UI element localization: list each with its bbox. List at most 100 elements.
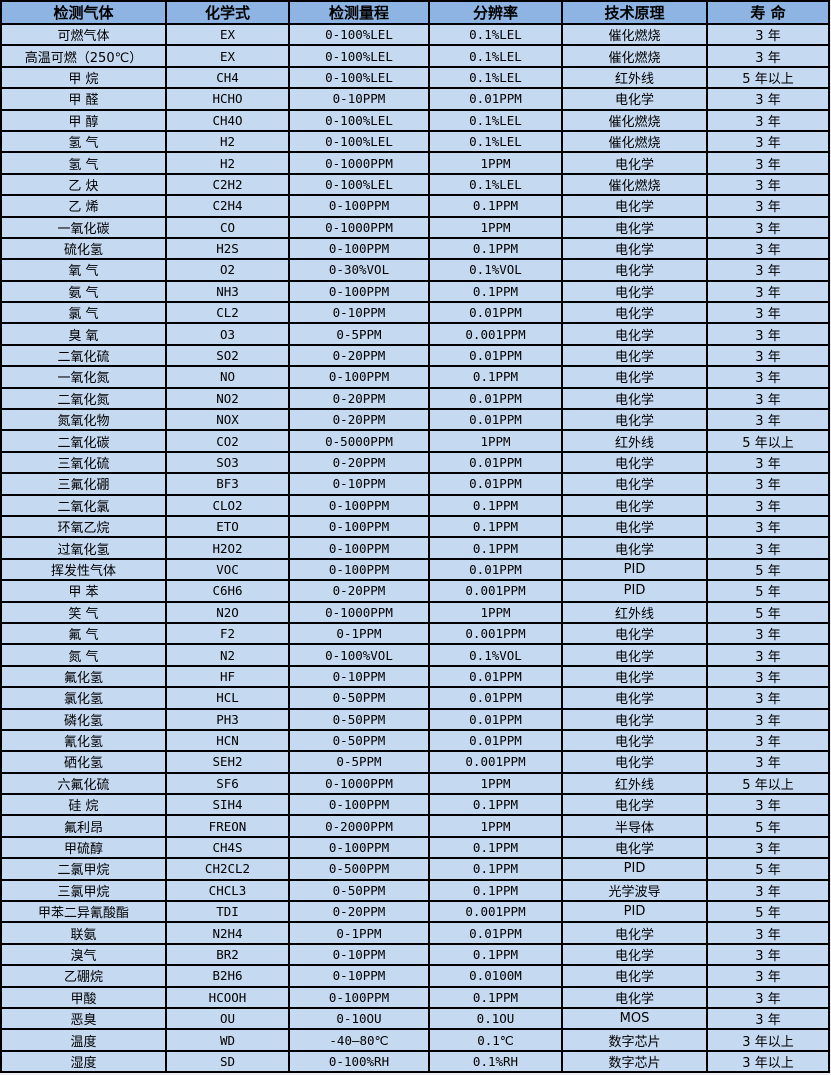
table-cell: 氯化氢	[0, 686, 167, 710]
table-cell: 半导体	[561, 814, 708, 838]
table-cell: 催化燃烧	[561, 129, 708, 154]
table-cell: 0.0100M	[428, 964, 563, 988]
table-cell: VOC	[165, 557, 290, 582]
table-row: 氰化氢 HCN 0-50PPM 0.01PPM 电化学 3 年	[0, 728, 830, 753]
table-cell: 3 年	[706, 301, 830, 325]
table-cell: 3 年	[706, 514, 830, 539]
table-cell: 3 年	[706, 87, 830, 111]
table-row: 可燃气体 EX 0-100%LEL 0.1%LEL 催化燃烧 3 年	[0, 22, 830, 47]
table-cell: CO	[165, 215, 290, 239]
table-cell: 0-100%LEL	[288, 108, 430, 132]
table-cell: 1PPM	[428, 429, 563, 453]
table-cell: 0-10PPM	[288, 301, 430, 325]
table-row: 氢 气 H2 0-1000PPM 1PPM 电化学 3 年	[0, 151, 830, 175]
table-cell: CLO2	[165, 493, 290, 518]
table-cell: H2S	[165, 236, 290, 261]
table-cell: 0-100PPM	[288, 365, 430, 389]
table-row: 六氟化硫 SF6 0-1000PPM 1PPM 红外线 5 年以上	[0, 771, 830, 796]
table-cell: 3 年以上	[706, 1049, 830, 1074]
table-cell: 0.01PPM	[428, 87, 563, 111]
table-cell: 0-100PPM	[288, 557, 430, 582]
table-cell: 可燃气体	[0, 22, 167, 47]
table-cell: 氮 气	[0, 643, 167, 667]
table-cell: 恶臭	[0, 1006, 167, 1031]
table-cell: 5 年以上	[706, 771, 830, 796]
table-row: 三氟化硼 BF3 0-10PPM 0.01PPM 电化学 3 年	[0, 472, 830, 496]
table-cell: 0.1%LEL	[428, 129, 563, 154]
table-row: 氟 气 F2 0-1PPM 0.001PPM 电化学 3 年	[0, 621, 830, 646]
table-row: 二氧化碳 CO2 0-5000PPM 1PPM 红外线 5 年以上	[0, 429, 830, 453]
table-cell: 3 年	[706, 643, 830, 667]
table-cell: 0.1PPM	[428, 942, 563, 967]
table-cell: 1PPM	[428, 771, 563, 796]
table-row: 甲 烷 CH4 0-100%LEL 0.1%LEL 红外线 5 年以上	[0, 65, 830, 90]
table-cell: 电化学	[561, 151, 708, 175]
table-row: 硒化氢 SEH2 0-5PPM 0.001PPM 电化学 3 年	[0, 750, 830, 774]
table-cell: 电化学	[561, 365, 708, 389]
table-row: 甲硫醇 CH4S 0-100PPM 0.1PPM 电化学 3 年	[0, 835, 830, 860]
table-cell: 乙 炔	[0, 172, 167, 197]
table-cell: SIH4	[165, 793, 290, 817]
column-header-4: 技术原理	[561, 0, 708, 25]
table-cell: 3 年	[706, 450, 830, 475]
table-cell: 0-100PPM	[288, 279, 430, 304]
table-cell: TDI	[165, 899, 290, 924]
table-cell: 3 年	[706, 921, 830, 945]
table-cell: 催化燃烧	[561, 44, 708, 68]
table-cell: HCHO	[165, 87, 290, 111]
table-cell: HF	[165, 664, 290, 689]
table-cell: 5 年	[706, 814, 830, 838]
table-row: 恶臭 OU 0-10OU 0.1OU MOS 3 年	[0, 1006, 830, 1031]
table-cell: 电化学	[561, 514, 708, 539]
table-row: 甲 醛 HCHO 0-10PPM 0.01PPM 电化学 3 年	[0, 87, 830, 111]
table-cell: 温度	[0, 1028, 167, 1052]
table-cell: 1PPM	[428, 215, 563, 239]
table-cell: 0-20PPM	[288, 386, 430, 411]
table-cell: 3 年	[706, 707, 830, 731]
table-cell: 0-1000PPM	[288, 600, 430, 624]
table-cell: 高温可燃（250℃）	[0, 44, 167, 68]
table-cell: MOS	[561, 1006, 708, 1031]
table-cell: PH3	[165, 707, 290, 731]
table-cell: 0-100PPM	[288, 835, 430, 860]
table-cell: 0-100%LEL	[288, 65, 430, 90]
table-cell: 3 年	[706, 472, 830, 496]
table-cell: CL2	[165, 301, 290, 325]
table-row: 三氧化硫 SO3 0-20PPM 0.01PPM 电化学 3 年	[0, 450, 830, 475]
table-cell: C6H6	[165, 579, 290, 603]
table-cell: 电化学	[561, 322, 708, 346]
table-cell: 3 年	[706, 750, 830, 774]
table-cell: SD	[165, 1049, 290, 1074]
table-cell: B2H6	[165, 964, 290, 988]
table-cell: 0-2000PPM	[288, 814, 430, 838]
table-cell: 电化学	[561, 472, 708, 496]
table-cell: 0.01PPM	[428, 921, 563, 945]
table-cell: 5 年以上	[706, 65, 830, 90]
column-header-1: 化学式	[165, 0, 290, 25]
table-cell: 0-100%LEL	[288, 22, 430, 47]
table-cell: 0.01PPM	[428, 343, 563, 368]
table-row: 甲 苯 C6H6 0-20PPM 0.001PPM PID 5 年	[0, 579, 830, 603]
table-row: 臭 氧 O3 0-5PPM 0.001PPM 电化学 3 年	[0, 322, 830, 346]
table-cell: H2	[165, 129, 290, 154]
table-cell: 0-1PPM	[288, 921, 430, 945]
table-cell: 3 年	[706, 22, 830, 47]
table-row: 氨 气 NH3 0-100PPM 0.1PPM 电化学 3 年	[0, 279, 830, 304]
table-cell: 0.01PPM	[428, 707, 563, 731]
table-cell: 3 年	[706, 985, 830, 1009]
table-cell: 电化学	[561, 728, 708, 753]
table-cell: 0.001PPM	[428, 579, 563, 603]
table-cell: 0.1PPM	[428, 878, 563, 903]
table-cell: 3 年	[706, 493, 830, 518]
table-cell: 甲 烷	[0, 65, 167, 90]
table-cell: 3 年	[706, 108, 830, 132]
table-cell: 0.01PPM	[428, 557, 563, 582]
table-cell: 3 年	[706, 728, 830, 753]
table-cell: 0-20PPM	[288, 899, 430, 924]
table-cell: 0.01PPM	[428, 408, 563, 432]
table-cell: 1PPM	[428, 151, 563, 175]
table-cell: 0.1℃	[428, 1028, 563, 1052]
table-cell: 0-10PPM	[288, 472, 430, 496]
table-cell: 0-20PPM	[288, 408, 430, 432]
